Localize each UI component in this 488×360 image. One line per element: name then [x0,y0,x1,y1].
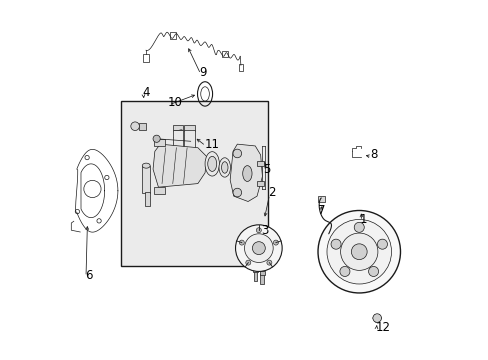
Text: 10: 10 [167,96,182,109]
Text: 5: 5 [263,163,270,176]
Bar [139,123,145,130]
Bar [222,50,227,57]
Text: 4: 4 [142,86,149,99]
Text: 12: 12 [375,320,389,333]
Bar [260,274,264,284]
Circle shape [153,135,160,142]
Circle shape [339,266,349,276]
Polygon shape [230,144,262,202]
Bar [142,166,150,193]
Text: 7: 7 [317,204,325,217]
Bar [154,187,164,194]
Circle shape [326,220,391,284]
Circle shape [256,228,261,233]
Bar [259,271,264,275]
Ellipse shape [221,162,227,173]
Circle shape [273,240,278,245]
Bar [154,139,164,146]
Ellipse shape [204,152,219,176]
Bar [257,181,263,186]
Bar [253,269,258,272]
Circle shape [244,234,273,262]
Circle shape [377,239,386,249]
Text: 3: 3 [261,224,268,237]
Ellipse shape [219,158,230,177]
Bar [172,130,183,164]
Circle shape [372,314,381,322]
Text: 1: 1 [359,213,366,226]
Bar [257,161,263,166]
Ellipse shape [142,163,150,168]
Circle shape [245,260,250,265]
Circle shape [239,240,244,245]
Circle shape [340,233,377,270]
Circle shape [252,242,265,255]
Bar [239,64,243,71]
Ellipse shape [242,166,251,181]
Text: 6: 6 [85,269,92,282]
Bar [317,196,324,202]
Circle shape [131,122,139,131]
Circle shape [233,149,241,158]
Polygon shape [153,144,206,187]
Bar [142,54,148,62]
Circle shape [368,266,378,276]
Text: 9: 9 [199,66,207,79]
Bar [184,126,195,131]
Bar [169,32,175,39]
Circle shape [266,260,271,265]
Text: 11: 11 [204,138,219,150]
Text: 8: 8 [369,148,377,161]
Bar [144,192,149,206]
Circle shape [353,222,364,232]
Bar [172,125,183,130]
Circle shape [330,239,341,249]
Ellipse shape [207,156,216,171]
Circle shape [235,225,282,271]
Circle shape [317,211,400,293]
Bar [184,130,195,162]
Bar [253,271,257,282]
Circle shape [233,188,241,197]
Bar [121,101,267,266]
Text: 2: 2 [267,186,275,199]
Circle shape [351,244,366,260]
Bar [325,231,332,237]
